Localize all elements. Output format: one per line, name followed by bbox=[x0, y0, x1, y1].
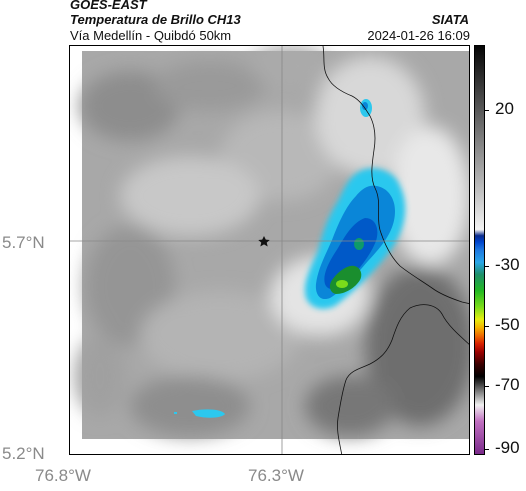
region-subtitle: Vía Medellín - Quibdó 50km bbox=[70, 28, 232, 43]
lon-label-76-8: 76.8°W bbox=[35, 466, 91, 485]
colorbar-tick bbox=[485, 266, 489, 267]
colorbar-tick bbox=[485, 386, 489, 387]
colorbar-label-20: 20 bbox=[495, 99, 514, 118]
colorbar-label-minus-90: -90 bbox=[495, 438, 520, 457]
coastline bbox=[322, 46, 469, 454]
timestamp-label: 2024-01-26 16:09 bbox=[367, 28, 470, 43]
colorbar-label-minus-30: -30 bbox=[495, 255, 520, 274]
satellite-image bbox=[70, 46, 469, 454]
brand-label: SIATA bbox=[431, 12, 469, 27]
convective-cloud bbox=[174, 99, 406, 418]
satellite-title: GOES-EAST bbox=[70, 0, 147, 12]
map-area[interactable] bbox=[69, 45, 470, 455]
lat-label-5-2: 5.2°N bbox=[2, 444, 45, 463]
colorbar-label-minus-50: -50 bbox=[495, 315, 520, 334]
colorbar-tick bbox=[485, 110, 489, 111]
colorbar-tick bbox=[485, 449, 489, 450]
colorbar-label-minus-70: -70 bbox=[495, 375, 520, 394]
lat-label-5-7: 5.7°N bbox=[2, 233, 45, 252]
temperature-colorbar bbox=[474, 45, 485, 455]
product-title: Temperatura de Brillo CH13 bbox=[70, 12, 241, 27]
lon-label-76-3: 76.3°W bbox=[248, 466, 304, 485]
star-icon bbox=[258, 236, 270, 247]
cloud-texture bbox=[75, 46, 469, 436]
colorbar-tick bbox=[485, 326, 489, 327]
